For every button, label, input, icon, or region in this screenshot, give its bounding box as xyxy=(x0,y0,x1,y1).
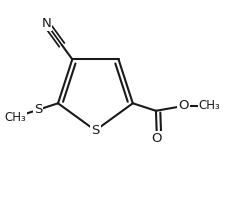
Text: O: O xyxy=(152,132,162,145)
Text: N: N xyxy=(42,17,51,30)
Text: CH₃: CH₃ xyxy=(4,111,26,124)
Text: CH₃: CH₃ xyxy=(198,99,220,112)
Text: O: O xyxy=(178,99,189,112)
Text: S: S xyxy=(34,103,42,116)
Text: S: S xyxy=(91,124,99,137)
